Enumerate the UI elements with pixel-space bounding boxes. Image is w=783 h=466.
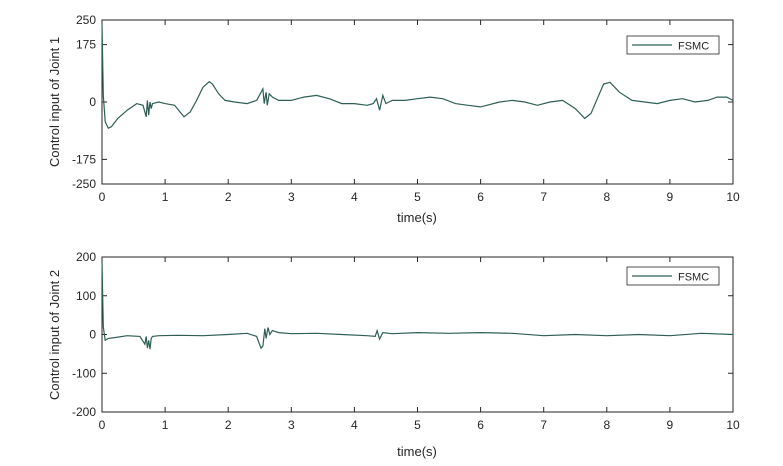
legend-label: FSMC [678,41,709,53]
y-tick-label: 250 [76,13,96,27]
legend-box [626,35,720,55]
y-tick-label: -250 [72,177,96,191]
x-tick-label: 9 [667,190,674,204]
x-tick-label: 8 [603,418,610,432]
subplot-joint-1: 0 1 2 3 4 5 6 7 8 9 10 250 175 0 -175 -250 FSMC time(s… [47,13,740,225]
x-tick-label: 10 [726,190,740,204]
x-tick-label: 1 [162,190,169,204]
subplot-joint-2: 0 1 2 3 4 5 6 7 8 9 10 200 100 0 -100 -200 FSMC time(s… [47,250,740,459]
x-axis-label: time(s) [397,210,437,225]
x-tick-label: 5 [414,418,421,432]
x-tick-label: 4 [351,418,358,432]
x-tick-label: 5 [414,190,421,204]
y-tick-labels: 200 100 0 -100 -200 [72,250,96,419]
y-tick-label: 200 [76,250,96,264]
y-tick-label: 0 [89,95,96,109]
y-axis-label: Control input of Joint 1 [47,37,62,167]
y-tick-label: -175 [72,152,96,166]
legend-box [626,266,720,286]
x-tick-label: 3 [288,190,295,204]
x-axis-label: time(s) [397,444,437,459]
y-tick-label: 175 [76,38,96,52]
x-tick-labels: 0 1 2 3 4 5 6 7 8 9 10 [99,418,740,432]
x-tick-label: 9 [667,418,674,432]
x-tick-labels: 0 1 2 3 4 5 6 7 8 9 10 [99,190,740,204]
series-line-fsmc [101,23,734,130]
x-tick-label: 7 [540,418,547,432]
x-tick-label: 2 [225,190,232,204]
y-tick-label: -100 [72,366,96,380]
x-tick-label: 1 [162,418,169,432]
x-tick-label: 2 [225,418,232,432]
tick-marks [101,256,734,413]
x-tick-label: 7 [540,190,547,204]
y-tick-label: 100 [76,289,96,303]
x-tick-label: 6 [477,190,484,204]
legend: FSMC [626,266,720,286]
x-tick-label: 8 [603,190,610,204]
y-tick-labels: 250 175 0 -175 -250 [72,13,96,191]
y-tick-label: -200 [72,405,96,419]
y-axis-label: Control input of Joint 2 [47,270,62,400]
x-tick-label: 3 [288,418,295,432]
legend: FSMC [626,35,720,55]
legend-label: FSMC [678,272,709,284]
x-tick-label: 0 [99,418,106,432]
x-tick-label: 4 [351,190,358,204]
x-tick-label: 6 [477,418,484,432]
x-tick-label: 10 [726,418,740,432]
series-line-fsmc [101,260,734,350]
y-tick-label: 0 [89,328,96,342]
x-tick-label: 0 [99,190,106,204]
tick-marks [101,19,734,185]
